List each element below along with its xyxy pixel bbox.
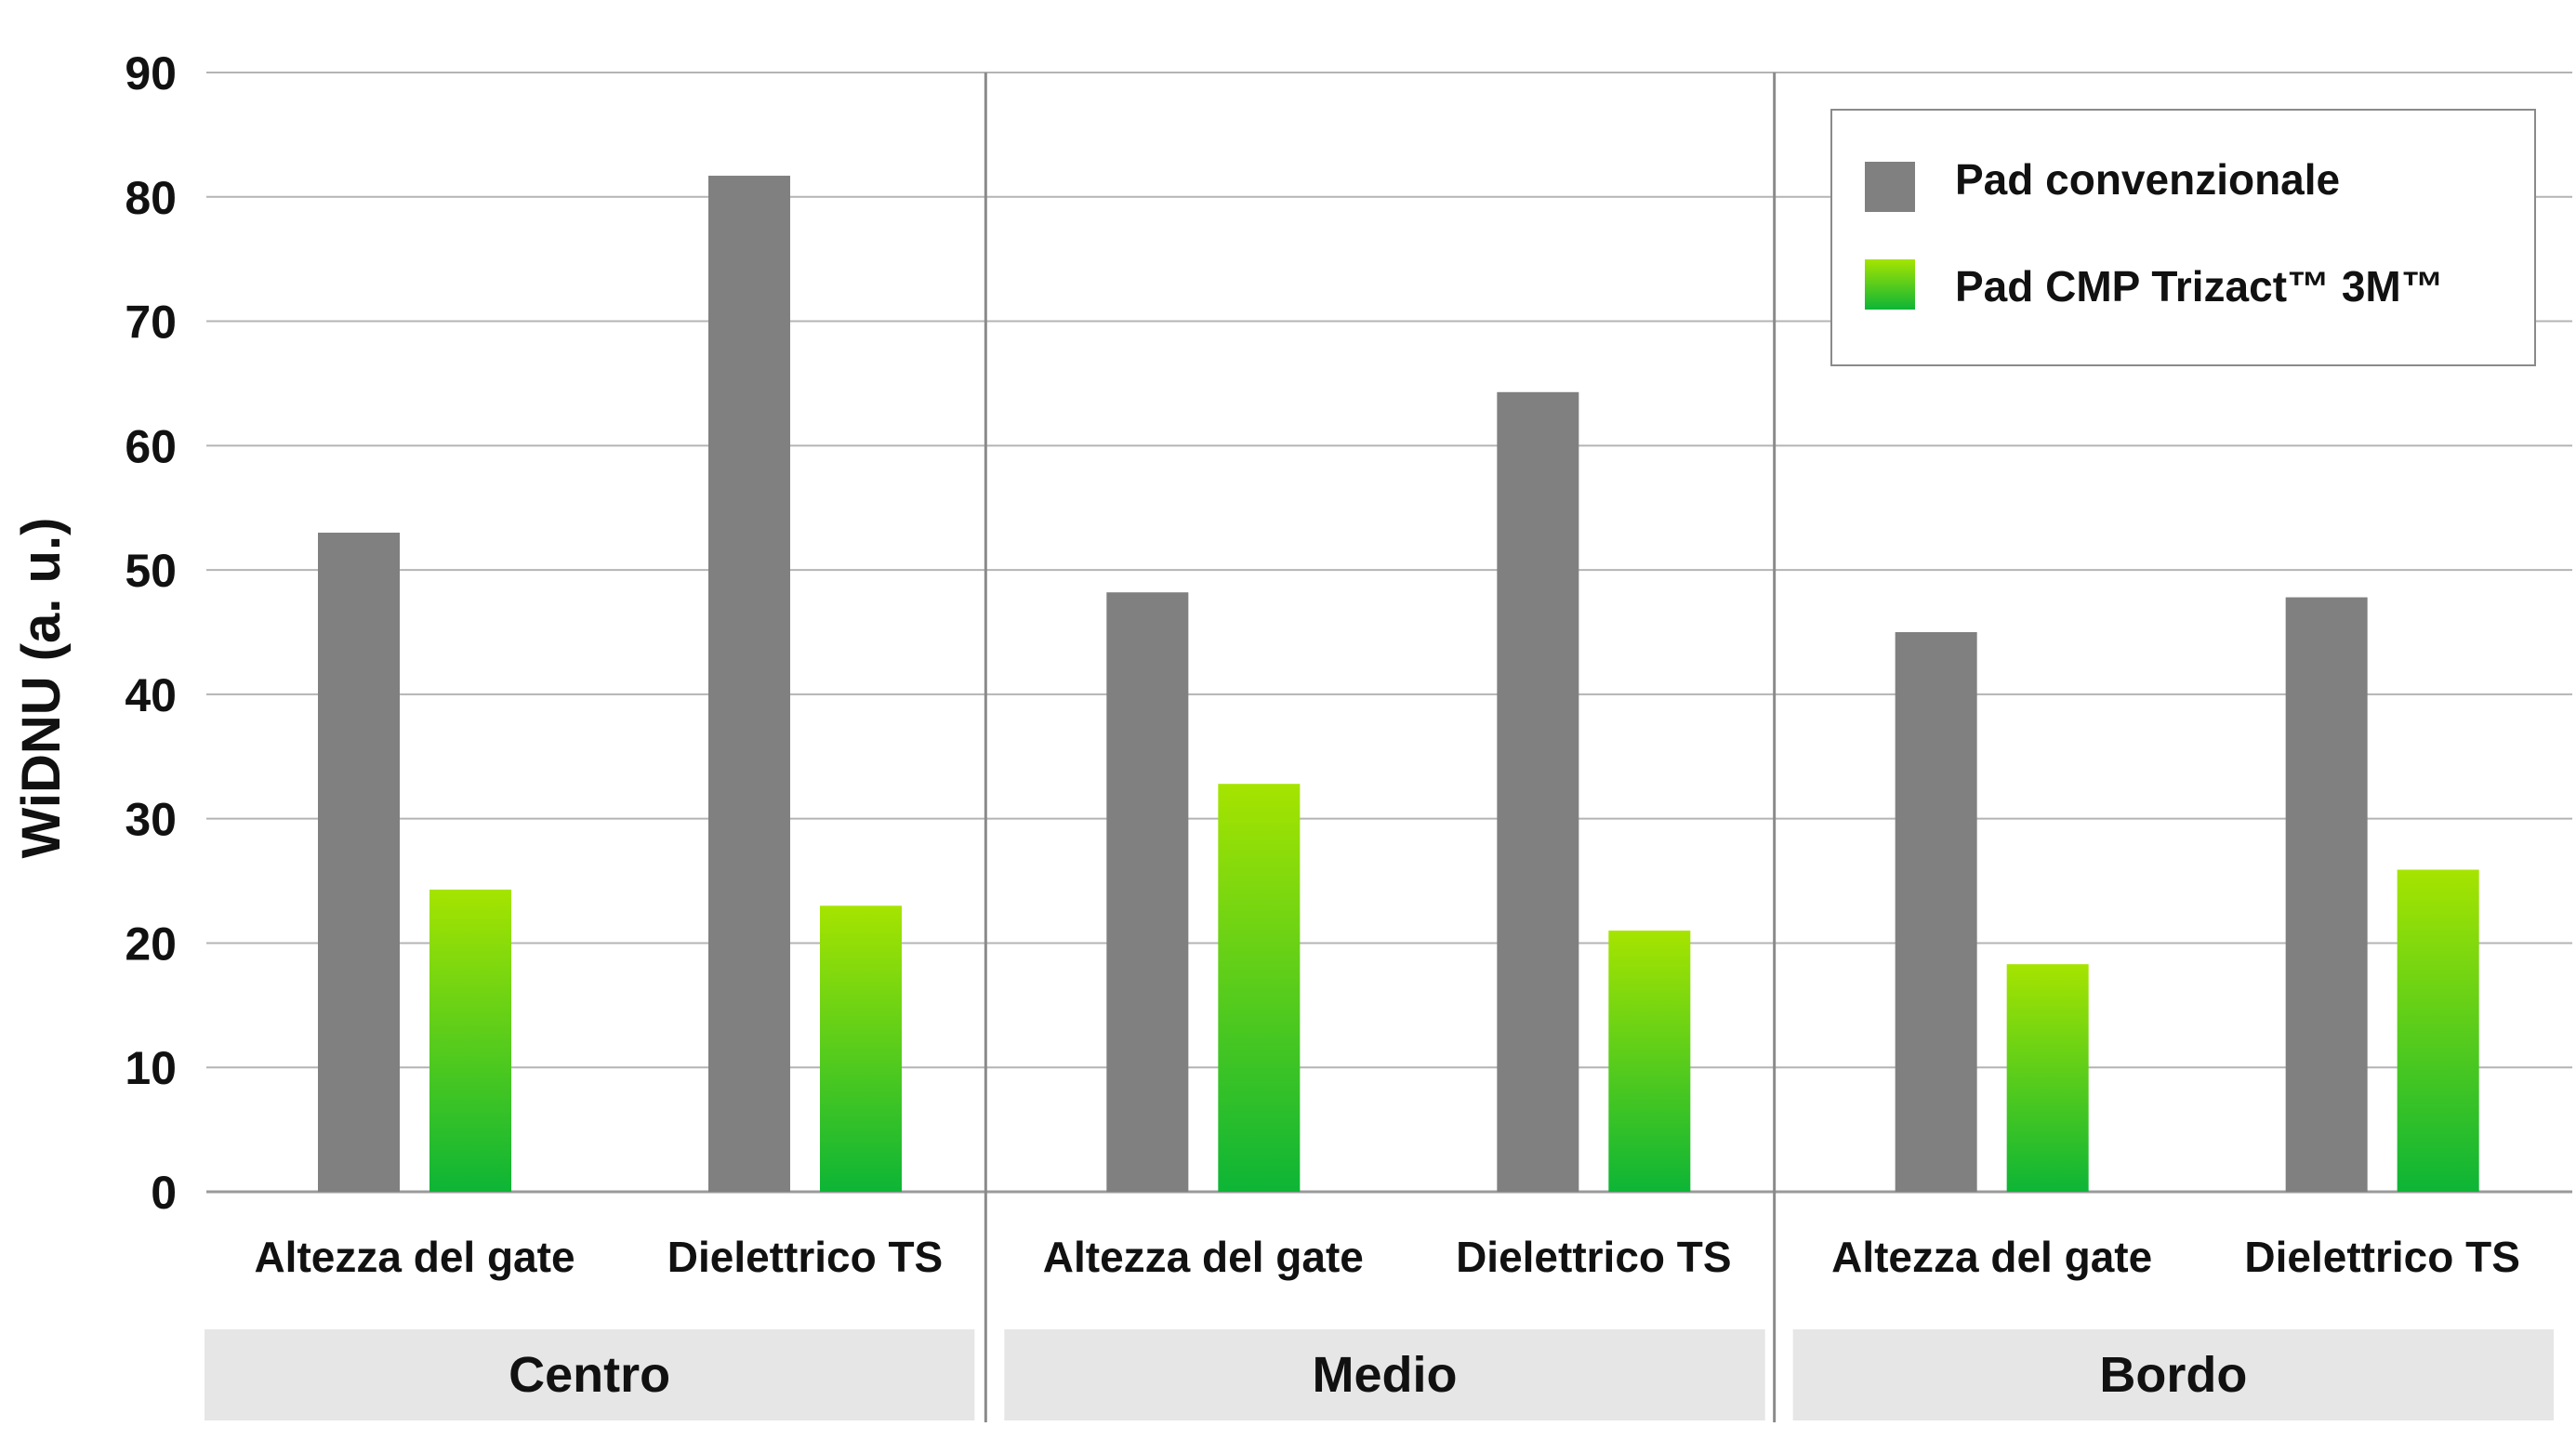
legend-swatch-pad-cmp-trizact: [1865, 259, 1915, 310]
group-banner-medio: [1004, 1329, 1765, 1420]
bar-medio-dielettrico-ts-trizact: [1608, 931, 1691, 1192]
bars: [318, 176, 2479, 1193]
y-tick-label: 20: [125, 918, 177, 970]
bar-medio-altezza-del-gate-trizact: [1218, 784, 1301, 1192]
group-label-centro: Centro: [509, 1347, 670, 1403]
y-tick-label: 40: [125, 669, 177, 721]
y-tick-label: 10: [125, 1042, 177, 1094]
group-labels: Centro Medio Bordo: [205, 1329, 2554, 1420]
category-label: Dielettrico TS: [2244, 1233, 2520, 1281]
group-banner-bordo: [1792, 1329, 2554, 1420]
bar-centro-dielettrico-ts-trizact: [820, 905, 902, 1192]
bar-centro-altezza-del-gate-trizact: [429, 889, 511, 1192]
y-axis-label: WiDNU (a. u.): [11, 518, 72, 859]
group-separators: [984, 73, 1777, 1422]
group-label-bordo: Bordo: [2099, 1347, 2247, 1403]
y-tick-label: 0: [151, 1167, 177, 1219]
y-tick-label: 50: [125, 545, 177, 597]
legend-swatch-pad-convenzionale: [1865, 162, 1915, 212]
legend-label-pad-convenzionale: Pad convenzionale: [1955, 155, 2340, 204]
category-label: Altezza del gate: [1831, 1233, 2152, 1281]
legend-label-pad-cmp-trizact: Pad CMP Trizact™ 3M™: [1955, 262, 2444, 310]
bar-medio-altezza-del-gate-convenzionale: [1106, 592, 1189, 1192]
legend: Pad convenzionale Pad CMP Trizact™ 3M™: [1830, 109, 2536, 366]
y-axis-ticks: 0 10 20 30 40 50 60 70 80 90: [125, 47, 177, 1219]
bar-bordo-dielettrico-ts-convenzionale: [2285, 597, 2368, 1192]
y-tick-label: 30: [125, 794, 177, 846]
bar-centro-altezza-del-gate-convenzionale: [318, 532, 400, 1192]
y-tick-label: 60: [125, 420, 177, 472]
category-label: Dielettrico TS: [667, 1233, 944, 1281]
gridlines: [206, 72, 2572, 1194]
y-tick-label: 90: [125, 47, 177, 99]
bar-bordo-dielettrico-ts-trizact: [2397, 869, 2479, 1192]
category-label: Altezza del gate: [254, 1233, 575, 1281]
category-labels: Altezza del gate Dielettrico TS Altezza de…: [254, 1233, 2519, 1281]
bar-bordo-altezza-del-gate-convenzionale: [1895, 632, 1977, 1192]
y-tick-label: 80: [125, 172, 177, 224]
y-tick-label: 70: [125, 297, 177, 349]
category-label: Altezza del gate: [1043, 1233, 1364, 1281]
group-label-medio: Medio: [1313, 1347, 1458, 1403]
legend-box: [1830, 109, 2536, 366]
bar-bordo-altezza-del-gate-trizact: [2006, 964, 2089, 1192]
group-banner-centro: [205, 1329, 975, 1420]
bar-centro-dielettrico-ts-convenzionale: [708, 176, 790, 1193]
bar-medio-dielettrico-ts-convenzionale: [1497, 391, 1579, 1192]
category-label: Dielettrico TS: [1456, 1233, 1732, 1281]
